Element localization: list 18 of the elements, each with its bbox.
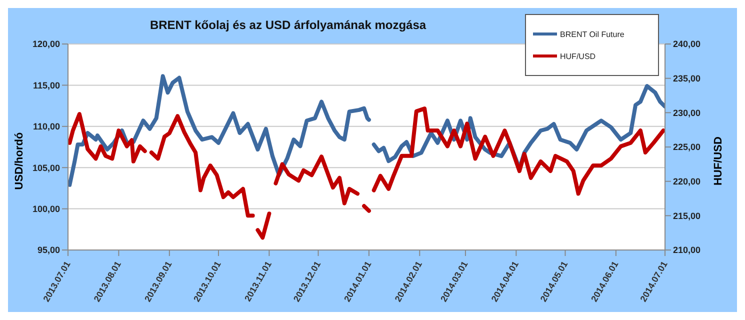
legend-label: HUF/USD [560,52,596,60]
y-axis-title: USD/hordó [14,132,26,190]
y2-tick-label: 210,00 [673,245,701,256]
y-tick-label: 95,00 [37,245,60,256]
y2-axis-title: HUF/USD [712,136,724,185]
y-tick-label: 100,00 [32,204,60,214]
legend-label: BRENT Oil Future [560,30,624,38]
y-tick-label: 110,00 [32,122,60,132]
y2-tick-label: 230,00 [673,108,701,118]
y-tick-label: 115,00 [32,80,60,90]
chart-title: BRENT kőolaj és az USD árfolyamának mozgása [150,18,426,32]
y2-tick-label: 240,00 [673,39,701,50]
y2-tick-label: 215,00 [673,210,701,221]
y2-tick-label: 235,00 [673,74,701,84]
y-tick-label: 120,00 [32,39,60,50]
y-tick-label: 105,00 [32,162,60,173]
y2-tick-label: 225,00 [673,142,701,152]
y2-tick-label: 220,00 [673,176,701,187]
